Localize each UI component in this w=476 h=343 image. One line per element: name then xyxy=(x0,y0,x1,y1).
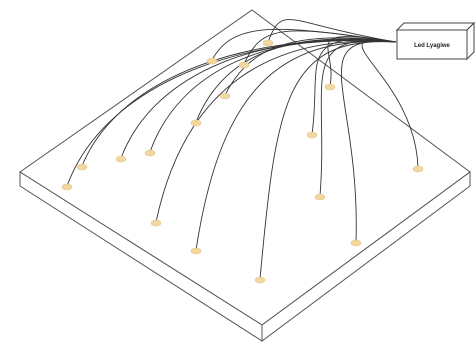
light-point xyxy=(324,83,336,91)
light-point xyxy=(115,155,127,163)
light-point xyxy=(190,119,202,127)
fiber-line xyxy=(327,36,397,87)
fiber-line xyxy=(267,19,397,43)
box-front-face xyxy=(396,29,468,60)
light-point xyxy=(238,61,250,69)
box-label: Led Lyagiwe xyxy=(414,43,450,49)
fiber-line xyxy=(195,40,397,251)
light-point xyxy=(76,163,88,171)
fiber-line xyxy=(224,37,397,96)
light-point xyxy=(144,149,156,157)
fiber-line xyxy=(243,30,397,65)
light-source-box: Led Lyagiwe xyxy=(395,21,476,61)
light-point xyxy=(412,165,424,173)
fiber-line xyxy=(259,41,397,280)
fiber-line xyxy=(195,38,397,123)
fiber-line xyxy=(155,40,397,223)
light-point xyxy=(61,183,73,191)
fiber-line xyxy=(361,39,419,169)
light-points xyxy=(61,39,424,284)
light-point xyxy=(262,39,274,47)
box-top-face xyxy=(395,22,476,31)
box-side-face xyxy=(466,21,475,61)
light-point xyxy=(314,193,326,201)
panel-right-edge xyxy=(261,171,471,342)
panel xyxy=(19,9,471,342)
fiber-line xyxy=(311,38,397,135)
light-point xyxy=(150,219,162,227)
light-point xyxy=(219,92,231,100)
light-point xyxy=(254,276,266,284)
light-point xyxy=(206,57,218,65)
fiber-lines xyxy=(66,19,419,280)
light-point xyxy=(306,131,318,139)
light-point xyxy=(190,247,202,255)
fiber-line xyxy=(66,40,397,187)
light-point xyxy=(350,239,362,247)
